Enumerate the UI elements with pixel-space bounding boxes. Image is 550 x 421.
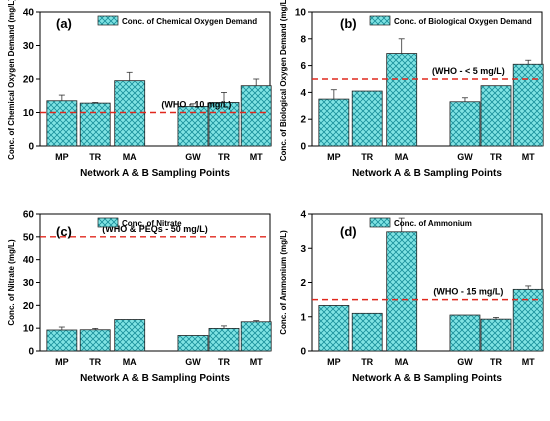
panel-label: (d) — [340, 224, 357, 239]
y-tick-label: 30 — [23, 278, 35, 289]
legend-swatch — [369, 217, 391, 228]
legend-swatch — [369, 15, 391, 26]
threshold-label: (WHO - < 5 mg/L) — [432, 66, 505, 76]
x-tick-label: GW — [185, 152, 201, 162]
chart-panel-2: 0 2 4 6 8 10 Conc. of Biological Oxygen Demand… — [279, 0, 544, 179]
bar-gw — [449, 314, 481, 352]
bar-ma — [386, 53, 418, 147]
panel-label: (a) — [56, 16, 72, 31]
bar-mt — [240, 321, 272, 352]
x-tick-label: GW — [457, 152, 473, 162]
chart-panel-3: 0 10 20 30 40 50 60 Conc. of Nitrate (mg/L) MP TR… — [7, 210, 272, 384]
x-tick-label: TR — [89, 357, 101, 367]
y-tick-label: 8 — [300, 34, 306, 45]
y-axis-label: Conc. of Biological Oxygen Demand (mg/L) — [279, 0, 288, 161]
y-tick-label: 6 — [300, 61, 306, 72]
chart-panel-1: 0 10 20 30 40 Conc. of Chemical Oxygen Demand… — [7, 0, 272, 179]
y-tick-label: 20 — [23, 301, 35, 312]
y-tick-label: 10 — [23, 108, 35, 119]
y-tick-label: 2 — [300, 278, 306, 289]
legend-label: Conc. of Nitrate — [122, 219, 182, 228]
y-tick-label: 4 — [300, 88, 306, 99]
bar-tr — [208, 102, 240, 147]
y-tick-label: 2 — [300, 115, 306, 126]
panel-label: (c) — [56, 224, 72, 239]
y-axis-label: Conc. of Chemical Oxygen Demand (mg/L) — [7, 0, 16, 160]
x-tick-label: MA — [395, 357, 409, 367]
x-tick-label: MA — [123, 152, 137, 162]
y-tick-label: 3 — [300, 244, 306, 255]
chart-panel-4: 0 1 2 3 4 Conc. of Ammonium (mg/L) MP TR MA GW TR M… — [279, 210, 544, 384]
bar-tr — [480, 318, 512, 352]
y-tick-label: 0 — [28, 347, 34, 358]
x-axis-label: Network A & B Sampling Points — [80, 373, 230, 384]
bar-tr — [79, 102, 111, 147]
bar-mt — [512, 288, 544, 352]
bar-tr — [351, 312, 383, 352]
y-tick-label: 4 — [300, 210, 306, 221]
y-tick-label: 10 — [23, 324, 35, 335]
x-tick-label: MA — [395, 152, 409, 162]
x-axis-label: Network A & B Sampling Points — [352, 168, 502, 179]
threshold-label: (WHO & PEQs - 50 mg/L) — [102, 224, 208, 234]
x-axis-label: Network A & B Sampling Points — [352, 373, 502, 384]
panel-label: (b) — [340, 16, 357, 31]
x-tick-label: MP — [55, 357, 69, 367]
bar-mp — [318, 305, 350, 352]
y-tick-label: 30 — [23, 41, 35, 52]
x-tick-label: TR — [490, 357, 502, 367]
x-tick-label: TR — [490, 152, 502, 162]
x-tick-label: GW — [457, 357, 473, 367]
y-tick-label: 10 — [295, 8, 307, 19]
x-tick-label: GW — [185, 357, 201, 367]
bar-gw — [177, 335, 209, 352]
bar-gw — [449, 101, 481, 147]
x-tick-label: TR — [218, 152, 230, 162]
x-tick-label: TR — [361, 357, 373, 367]
x-tick-label: MP — [55, 152, 69, 162]
y-axis-label: Conc. of Nitrate (mg/L) — [7, 239, 16, 326]
x-tick-label: TR — [89, 152, 101, 162]
y-tick-label: 1 — [300, 312, 306, 323]
bar-ma — [114, 319, 146, 352]
y-tick-label: 0 — [28, 142, 34, 153]
x-axis-label: Network A & B Sampling Points — [80, 168, 230, 179]
y-tick-label: 60 — [23, 210, 35, 221]
bar-ma — [114, 80, 146, 147]
bar-mt — [240, 85, 272, 147]
x-tick-label: MA — [123, 357, 137, 367]
bar-mp — [46, 100, 78, 147]
x-tick-label: MT — [522, 357, 535, 367]
legend-label: Conc. of Ammonium — [394, 219, 472, 228]
x-tick-label: MT — [250, 357, 263, 367]
bar-mp — [318, 98, 350, 147]
bar-tr — [79, 329, 111, 352]
bar-tr — [480, 85, 512, 147]
y-axis-label: Conc. of Ammonium (mg/L) — [279, 230, 288, 335]
x-tick-label: MP — [327, 152, 341, 162]
x-tick-label: MT — [522, 152, 535, 162]
legend-swatch — [97, 217, 119, 228]
y-tick-label: 40 — [23, 255, 35, 266]
threshold-label: (WHO - 10 mg/L) — [161, 100, 231, 110]
x-tick-label: MP — [327, 357, 341, 367]
bar-tr — [351, 90, 383, 147]
y-tick-label: 0 — [300, 347, 306, 358]
legend-label: Conc. of Chemical Oxygen Demand — [122, 17, 257, 26]
y-tick-label: 40 — [23, 8, 35, 19]
x-tick-label: MT — [250, 152, 263, 162]
y-tick-label: 0 — [300, 142, 306, 153]
bar-tr — [208, 327, 240, 352]
bar-mt — [512, 63, 544, 147]
threshold-label: (WHO - 15 mg/L) — [433, 287, 503, 297]
x-tick-label: TR — [361, 152, 373, 162]
bar-ma — [386, 231, 418, 352]
x-tick-label: TR — [218, 357, 230, 367]
legend-label: Conc. of Biological Oxygen Demand — [394, 17, 532, 26]
legend-swatch — [97, 15, 119, 26]
y-tick-label: 50 — [23, 232, 35, 243]
y-tick-label: 20 — [23, 75, 35, 86]
bar-mp — [46, 329, 78, 352]
